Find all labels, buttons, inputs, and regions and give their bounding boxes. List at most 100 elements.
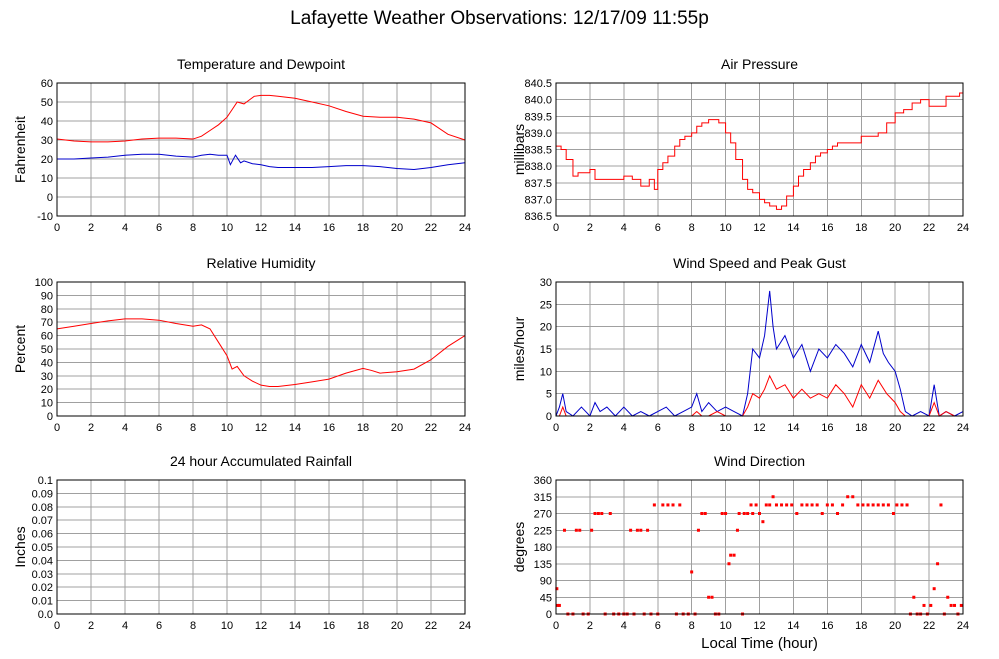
data-point [805, 503, 809, 507]
y-axis-label: miles/hour [511, 316, 527, 381]
data-point [825, 503, 829, 507]
data-point [959, 603, 963, 607]
y-tick-label: 25 [540, 299, 552, 311]
x-tick-label: 20 [889, 222, 901, 234]
data-point [562, 528, 566, 532]
x-tick-label: 22 [923, 222, 935, 234]
y-tick-label: 180 [534, 542, 552, 554]
x-tick-label: 16 [323, 620, 335, 632]
data-point [574, 528, 578, 532]
data-point [590, 528, 594, 532]
x-tick-label: 10 [221, 620, 233, 632]
x-tick-label: 18 [855, 422, 867, 434]
x-tick-label: 10 [221, 222, 233, 234]
series-line-primary [556, 92, 964, 210]
y-tick-label: 20 [41, 384, 53, 396]
x-tick-label: 6 [156, 620, 162, 632]
data-point [635, 528, 639, 532]
data-point [846, 495, 850, 499]
x-tick-label: 18 [357, 222, 369, 234]
plot-frame [56, 82, 466, 217]
y-tick-label: 0.1 [38, 475, 53, 487]
x-tick-label: 0 [553, 222, 559, 234]
y-tick-label: 360 [534, 475, 552, 487]
x-tick-label: 20 [391, 222, 403, 234]
data-point [678, 503, 682, 507]
x-tick-label: 0 [553, 422, 559, 434]
x-tick-label: 16 [821, 222, 833, 234]
data-point [661, 503, 665, 507]
x-tick-label: 24 [957, 422, 969, 434]
x-tick-label: 10 [719, 422, 731, 434]
chart-dir: 0 2 4 6 8 10 12 14 16 18 20 22 240459013518022527031… [511, 453, 969, 652]
data-point [946, 595, 950, 599]
data-point [703, 512, 707, 515]
chart-title: Relative Humidity [207, 255, 316, 271]
data-point [727, 562, 731, 566]
chart-rain: 0 2 4 6 8 10 12 14 16 18 20 22 240.00.010.020.030.04… [12, 453, 471, 632]
y-tick-label: 0 [546, 411, 552, 423]
plot-frame [56, 479, 466, 615]
chart-temp: 0 2 4 6 8 10 12 14 16 18 20 22 24-100102030405060Tem… [12, 56, 471, 234]
y-tick-label: 839.0 [524, 128, 552, 140]
y-tick-label: 839.5 [524, 111, 552, 123]
x-tick-label: 8 [689, 422, 695, 434]
data-point [900, 503, 904, 507]
y-tick-label: 0.05 [32, 542, 53, 554]
x-tick-label: 8 [190, 222, 196, 234]
y-tick-label: 135 [534, 559, 552, 571]
x-tick-label: 6 [156, 422, 162, 434]
chart-title: Wind Direction [714, 453, 805, 469]
data-point [556, 603, 560, 607]
y-tick-label: 70 [41, 317, 53, 329]
x-tick-label: 0 [553, 620, 559, 632]
data-point [932, 587, 936, 591]
x-tick-label: 10 [221, 422, 233, 434]
data-point [836, 512, 840, 515]
x-tick-label: 4 [122, 620, 128, 632]
y-tick-label: 0.09 [32, 488, 53, 500]
x-tick-label: 22 [425, 620, 437, 632]
page-title: Lafayette Weather Observations: 12/17/09… [290, 8, 709, 29]
data-point [671, 503, 675, 507]
x-tick-label: 6 [655, 620, 661, 632]
data-point [810, 503, 814, 507]
x-tick-label: 4 [621, 422, 627, 434]
y-axis-label: Inches [12, 526, 28, 567]
y-tick-label: 0.07 [32, 515, 53, 527]
x-tick-label: 14 [787, 422, 799, 434]
data-point [866, 503, 870, 507]
y-tick-label: 40 [41, 116, 53, 128]
data-point [732, 553, 736, 557]
series-line-secondary [57, 153, 466, 170]
y-tick-label: 60 [41, 331, 53, 343]
data-point [690, 570, 694, 574]
y-axis-label: Percent [12, 325, 28, 373]
y-tick-label: 0 [47, 411, 53, 423]
x-tick-label: 6 [655, 222, 661, 234]
data-point [800, 503, 804, 507]
x-tick-label: 8 [689, 620, 695, 632]
x-tick-label: 18 [357, 422, 369, 434]
y-tick-label: 20 [41, 154, 53, 166]
x-tick-label: 4 [122, 422, 128, 434]
data-point [922, 603, 926, 607]
y-tick-label: 0.03 [32, 569, 53, 581]
chart-press: 0 2 4 6 8 10 12 14 16 18 20 22 24836.5837.0837.5838.… [511, 56, 969, 234]
data-point [596, 512, 600, 515]
data-point [639, 528, 643, 532]
y-tick-label: 50 [41, 97, 53, 109]
y-tick-label: 30 [540, 277, 552, 289]
x-tick-label: 0 [54, 422, 60, 434]
y-tick-label: 100 [35, 277, 53, 289]
data-point [790, 503, 794, 507]
data-point [758, 512, 761, 515]
y-tick-label: 80 [41, 304, 53, 316]
data-point [696, 528, 700, 532]
y-tick-label: 45 [540, 592, 552, 604]
series-line-primary [56, 94, 466, 143]
y-tick-label: 838.0 [524, 161, 552, 173]
data-point [629, 528, 633, 532]
data-point [735, 528, 739, 532]
